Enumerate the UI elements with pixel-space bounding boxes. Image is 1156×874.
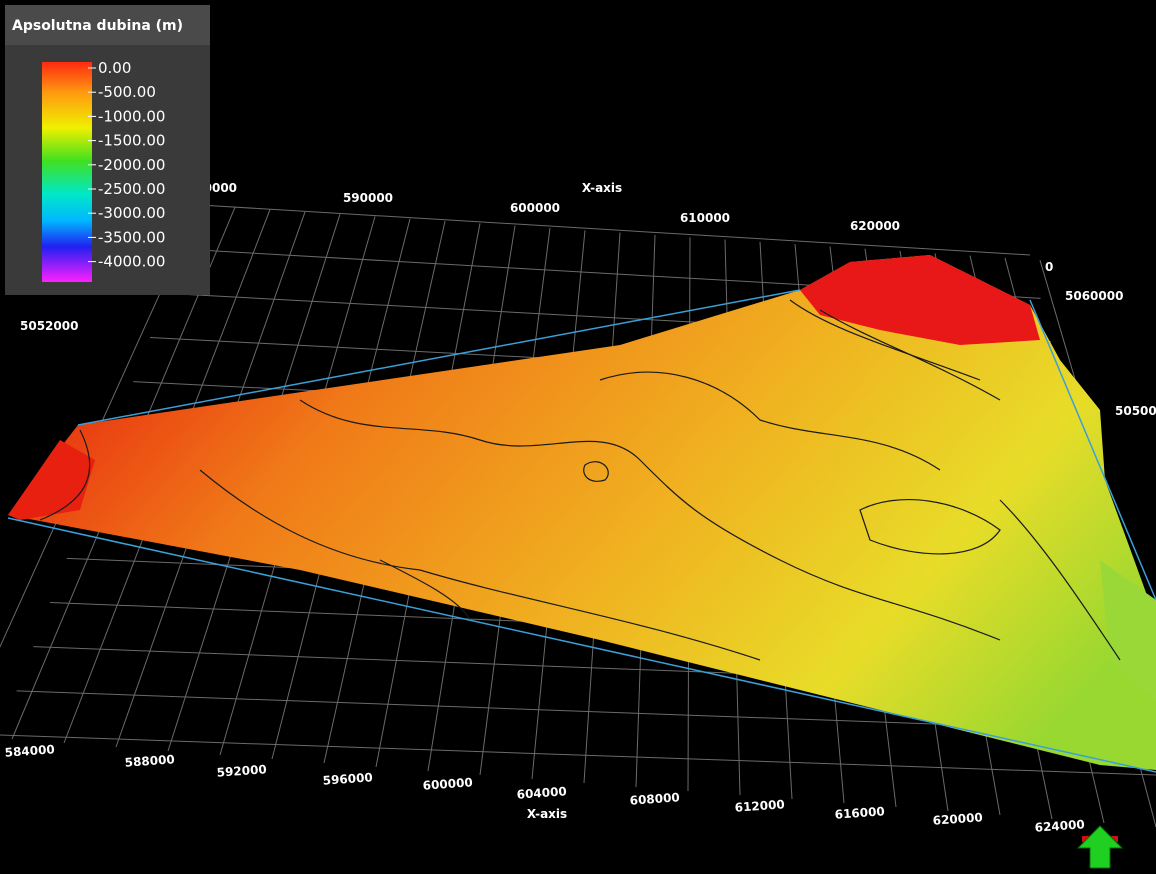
color-bar — [42, 62, 92, 282]
legend-label: -3500.00 — [98, 228, 165, 246]
tick-label: 590000 — [343, 191, 393, 205]
tick-label: 624000 — [1034, 817, 1085, 834]
legend-label: -2000.00 — [98, 156, 165, 174]
tick-label: 610000 — [680, 211, 730, 225]
tick-label: 604000 — [516, 784, 567, 801]
grid-line — [199, 204, 1031, 256]
axis-labels: X-axis X-axis 58000059000060000061000062… — [4, 181, 1156, 835]
tick-label: 600000 — [422, 775, 473, 792]
contours — [39, 299, 1121, 661]
legend-title: Apsolutna dubina (m) — [12, 18, 183, 34]
axis-title: X-axis — [582, 181, 622, 195]
legend-label: -500.00 — [98, 83, 156, 101]
tick-label: 600000 — [510, 201, 560, 215]
tick-label: 612000 — [734, 797, 785, 814]
surface-high — [800, 255, 1040, 345]
tick-label: 620000 — [932, 810, 983, 827]
tick-label: 5060000 — [1065, 289, 1123, 303]
tick-label: 620000 — [850, 219, 900, 233]
legend-label: 0.00 — [98, 59, 131, 77]
tick-label: 608000 — [629, 790, 680, 807]
legend-label: -3000.00 — [98, 204, 165, 222]
boundary — [77, 289, 801, 426]
boundary — [1029, 299, 1156, 601]
tick-label: 616000 — [834, 804, 885, 821]
legend-box — [5, 5, 210, 295]
north-arrow-mark — [1082, 836, 1090, 842]
legend-label: -2500.00 — [98, 180, 165, 198]
legend: Apsolutna dubina (m) 0.00 -500.00 -1000.00… — [5, 5, 210, 295]
tick-label: 5052000 — [20, 319, 78, 333]
north-arrow — [1076, 825, 1124, 869]
tick-label: 596000 — [322, 770, 373, 787]
surface-low — [1100, 560, 1156, 700]
north-arrow-mark — [1110, 836, 1118, 842]
tick-label: 584000 — [4, 742, 55, 759]
boundary — [7, 517, 1156, 773]
tick-label: 592000 — [216, 762, 267, 779]
tick-label: 0 — [1045, 260, 1053, 274]
legend-header — [5, 5, 210, 45]
legend-label: -1000.00 — [98, 107, 165, 125]
legend-label: -1500.00 — [98, 132, 165, 150]
legend-label: -4000.00 — [98, 253, 165, 271]
axis-title: X-axis — [527, 807, 567, 821]
surface — [8, 255, 1156, 770]
tick-label: 588000 — [124, 752, 175, 769]
tick-label: 5050000 — [1115, 404, 1156, 418]
grid-line — [0, 734, 1156, 776]
